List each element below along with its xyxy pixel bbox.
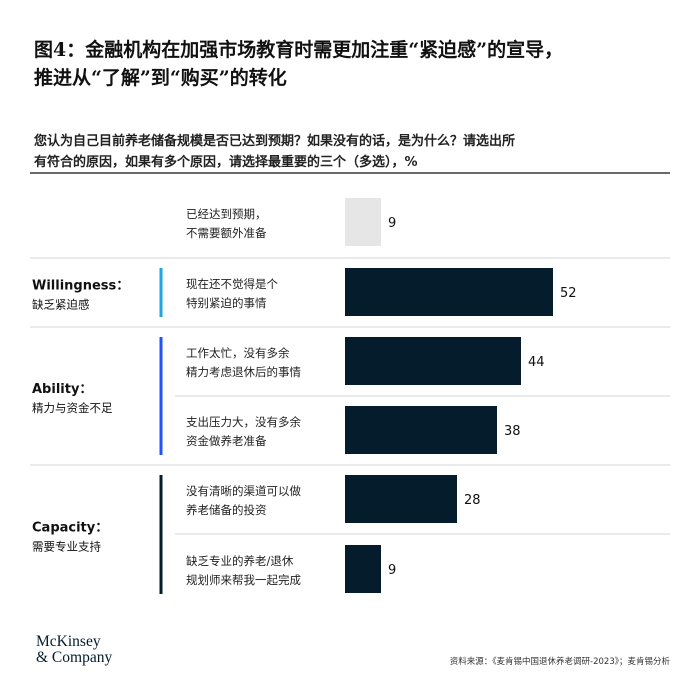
survey-question-line-1: 您认为自己目前养老储备规模是否已达到预期？如果没有的话，是为什么？请选出所	[34, 134, 516, 149]
value-label: 9	[388, 216, 396, 231]
survey-question-line-2: 有符合的原因，如果有多个原因，请选择最重要的三个（多选），%	[34, 155, 418, 170]
value-label: 28	[464, 493, 481, 508]
logo-line-1: McKinsey	[36, 633, 101, 650]
group-accent-ability	[159, 337, 163, 455]
category-label: 没有清晰的渠道可以做	[186, 484, 301, 498]
category-label: 缺乏专业的养老/退休	[186, 554, 294, 568]
value-label: 44	[528, 355, 545, 370]
group-title-capacity: Capacity：	[32, 521, 108, 536]
value-label: 9	[388, 563, 396, 578]
chart-title-line-2: 推进从“了解”到“购买”的转化	[34, 67, 287, 89]
chart-title-line-1: 图4：金融机构在加强市场教育时需更加注重“紧迫感”的宣导，	[34, 39, 564, 61]
category-label: 规划师来帮我一起完成	[186, 573, 301, 587]
bar	[345, 406, 497, 454]
logo-line-2: & Company	[36, 649, 113, 666]
category-label: 资金做养老准备	[186, 434, 267, 448]
group-title-willingness: Willingness：	[32, 279, 129, 294]
category-label: 已经达到预期，	[186, 207, 267, 221]
group-subtitle-capacity: 需要专业支持	[32, 540, 101, 554]
category-label: 不需要额外准备	[186, 226, 267, 240]
group-subtitle-ability: 精力与资金不足	[32, 401, 113, 415]
bar	[345, 337, 521, 385]
mckinsey-logo: McKinsey & Company	[36, 634, 112, 666]
group-accent-willingness	[159, 268, 163, 317]
group-title-ability: Ability：	[32, 382, 92, 397]
category-label: 现在还不觉得是个	[186, 277, 278, 291]
category-label: 工作太忙，没有多余	[186, 346, 290, 360]
value-label: 52	[560, 286, 577, 301]
category-label: 支出压力大，没有多余	[186, 415, 301, 429]
bar	[345, 198, 381, 246]
survey-question: 您认为自己目前养老储备规模是否已达到预期？如果没有的话，是为什么？请选出所 有符…	[34, 131, 674, 173]
category-label: 特别紧迫的事情	[186, 296, 267, 310]
category-label: 养老储备的投资	[186, 503, 267, 517]
bar	[345, 268, 553, 316]
bar	[345, 475, 457, 523]
bar	[345, 545, 381, 593]
category-label: 精力考虑退休后的事情	[186, 365, 301, 379]
value-label: 38	[504, 424, 521, 439]
source-note: 资料来源：《麦肯锡中国退休养老调研-2023》；麦肯锡分析	[449, 657, 670, 667]
chart-title: 图4：金融机构在加强市场教育时需更加注重“紧迫感”的宣导， 推进从“了解”到“购…	[34, 36, 674, 92]
group-subtitle-willingness: 缺乏紧迫感	[32, 298, 90, 312]
group-accent-capacity	[159, 475, 163, 594]
